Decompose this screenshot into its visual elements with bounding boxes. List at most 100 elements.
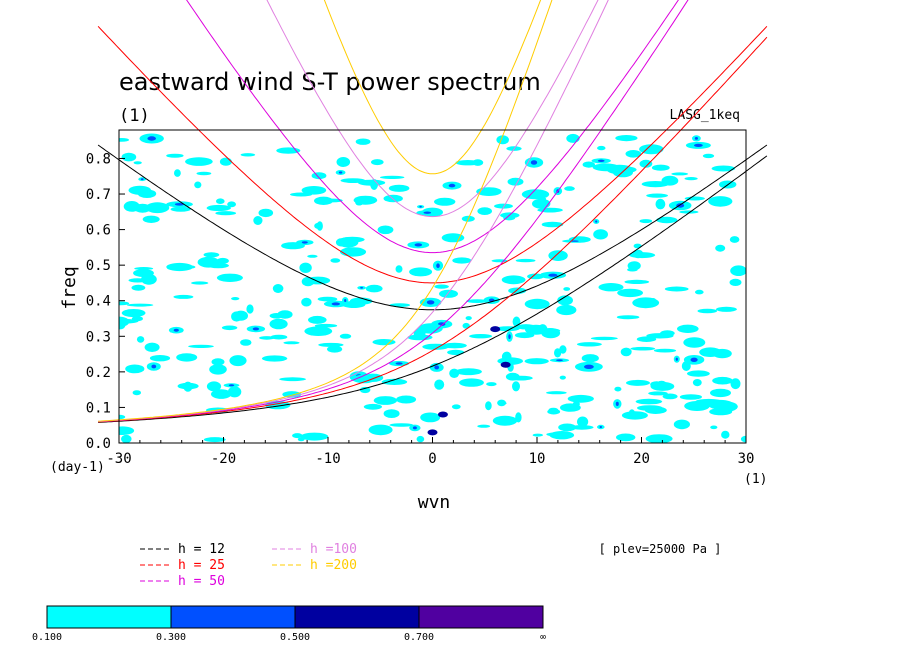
- power-cell: [699, 347, 722, 358]
- power-cell: [437, 411, 448, 418]
- power-cell: [709, 408, 733, 416]
- power-cell: [679, 394, 703, 400]
- power-cell: [216, 273, 243, 282]
- power-cell: [616, 315, 640, 320]
- power-cell: [301, 186, 327, 195]
- power-cell: [134, 267, 154, 270]
- power-cell: [258, 208, 274, 218]
- power-cell: [683, 337, 706, 348]
- power-cell: [177, 382, 199, 390]
- power-cell: [679, 210, 699, 214]
- power-cell: [228, 384, 235, 387]
- power-cell: [648, 391, 668, 396]
- power-cell: [173, 328, 179, 332]
- power-cell: [655, 198, 666, 210]
- power-cell: [721, 430, 730, 439]
- chart-title: eastward wind S-T power spectrum: [119, 68, 541, 96]
- power-cell: [174, 169, 181, 177]
- power-cell: [166, 262, 193, 272]
- power-cell: [215, 211, 237, 216]
- power-cell: [684, 196, 705, 201]
- x-tick-label: 30: [738, 451, 755, 467]
- power-cell: [564, 186, 575, 191]
- power-cell: [283, 341, 300, 345]
- power-cell: [145, 202, 170, 214]
- colorbar-label: 0.100: [32, 632, 62, 643]
- power-cell: [341, 301, 366, 308]
- power-cell: [407, 334, 433, 341]
- power-cell: [308, 315, 327, 324]
- power-cell: [590, 336, 618, 341]
- power-cell: [442, 342, 467, 349]
- power-cell: [363, 403, 382, 410]
- power-cell: [388, 184, 410, 192]
- power-cell: [501, 275, 526, 285]
- power-cell: [582, 161, 595, 168]
- power-cell: [615, 401, 619, 406]
- power-cell: [196, 171, 212, 176]
- power-cell: [547, 408, 561, 415]
- power-cell: [576, 342, 602, 347]
- power-cell: [121, 309, 146, 317]
- power-cell: [365, 284, 383, 293]
- power-cell: [690, 357, 698, 362]
- power-cell: [541, 221, 564, 228]
- power-cell: [331, 302, 340, 306]
- power-cell: [121, 434, 132, 443]
- power-cell: [563, 287, 571, 291]
- legend-entry: h = 12: [178, 542, 225, 557]
- power-cell: [395, 265, 403, 273]
- power-cell: [292, 433, 303, 439]
- power-cell: [729, 236, 740, 243]
- power-cell: [270, 334, 288, 340]
- power-cell: [187, 265, 196, 269]
- power-cell: [240, 339, 252, 346]
- power-cell: [144, 342, 160, 352]
- power-cell: [530, 160, 538, 165]
- power-cell: [711, 165, 736, 172]
- power-cell: [516, 324, 536, 330]
- power-cell: [314, 323, 338, 328]
- power-cell: [566, 133, 580, 143]
- power-cell: [684, 177, 698, 181]
- power-cell: [191, 281, 209, 285]
- power-cell: [532, 433, 543, 437]
- legend-entry: h =100: [310, 542, 357, 557]
- power-cell: [368, 424, 393, 436]
- power-cell: [299, 262, 312, 273]
- power-cell: [632, 297, 660, 309]
- power-cell: [317, 296, 338, 302]
- power-cell: [687, 370, 710, 377]
- power-cell: [501, 351, 512, 362]
- power-cell: [627, 261, 641, 271]
- y-tick-label: 0.2: [86, 365, 111, 381]
- power-cell: [136, 336, 145, 343]
- x-tick-label: 10: [529, 451, 546, 467]
- power-cell: [560, 403, 581, 412]
- y-tick-label: 0.3: [86, 329, 111, 345]
- power-cell: [507, 177, 524, 186]
- power-cell: [612, 167, 634, 178]
- power-cell: [353, 195, 378, 205]
- dispersion-curve-h12: [98, 155, 768, 423]
- power-cell: [537, 207, 563, 213]
- dispersion-curve-h25: [97, 25, 768, 284]
- power-cell: [277, 310, 293, 319]
- power-cell: [635, 398, 663, 405]
- power-cell: [316, 221, 323, 231]
- power-cell: [452, 257, 472, 264]
- x-tick-label: 20: [633, 451, 650, 467]
- power-cell: [729, 278, 742, 286]
- colorbar-segment: [170, 605, 296, 629]
- power-cell: [253, 216, 263, 225]
- power-cell: [633, 243, 642, 249]
- colorbar-label: 0.700: [404, 632, 434, 643]
- power-cell: [671, 172, 689, 176]
- power-cell: [485, 401, 492, 411]
- legend-entry: h =200: [310, 558, 357, 573]
- power-cell: [414, 243, 423, 247]
- power-cell: [335, 238, 347, 247]
- power-cell: [246, 304, 254, 314]
- colorbar-segment: [418, 605, 544, 629]
